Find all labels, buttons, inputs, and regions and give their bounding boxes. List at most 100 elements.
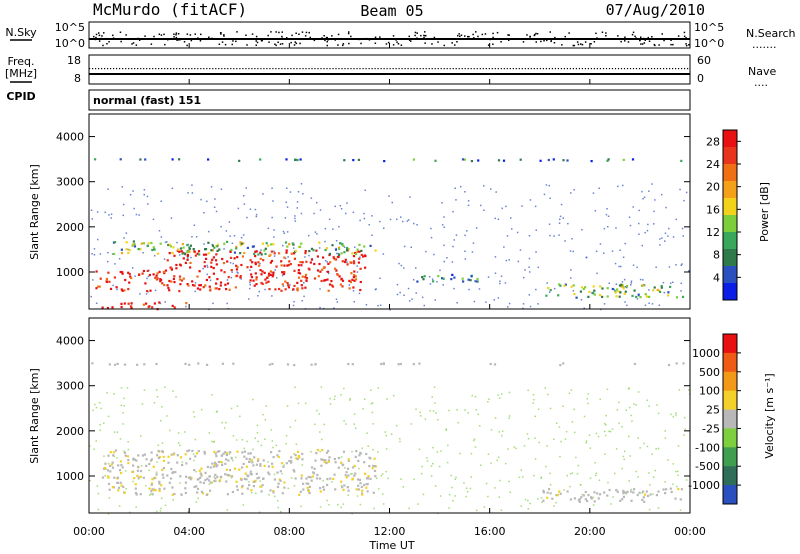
noise-search-point: [286, 37, 288, 39]
nave-point: [617, 68, 620, 70]
heatmap-cell: [377, 387, 380, 389]
heatmap-cell: [117, 464, 120, 467]
noise-search-point: [374, 42, 377, 44]
nave-point: [290, 68, 292, 70]
heatmap-cell: [455, 234, 458, 236]
heatmap-cell: [260, 444, 263, 447]
noise-search-point: [653, 43, 656, 46]
heatmap-cell: [240, 263, 243, 267]
heatmap-cell: [150, 451, 153, 454]
heatmap-cell: [127, 288, 130, 291]
heatmap-cell: [206, 266, 209, 268]
noise-search-point: [572, 44, 574, 47]
heatmap-cell: [653, 210, 655, 213]
heatmap-cell: [253, 284, 256, 287]
heatmap-cell: [305, 260, 308, 263]
heatmap-cell: [351, 363, 354, 366]
heatmap-cell: [153, 302, 156, 305]
heatmap-cell: [357, 488, 360, 491]
heatmap-cell: [255, 472, 258, 475]
noise-search-point: [331, 35, 333, 37]
noise-search-point: [337, 44, 339, 46]
heatmap-cell: [373, 457, 376, 460]
heatmap-cell: [573, 189, 575, 191]
heatmap-cell: [262, 459, 265, 462]
heatmap-cell: [476, 509, 478, 512]
heatmap-cell: [194, 282, 197, 284]
noise-search-point: [144, 35, 146, 37]
heatmap-cell: [400, 216, 402, 218]
heatmap-cell: [207, 241, 210, 244]
heatmap-cell: [272, 273, 275, 276]
heatmap-cell: [316, 477, 319, 480]
heatmap-cell: [202, 253, 206, 256]
heatmap-cell: [642, 490, 645, 493]
heatmap-cell: [655, 448, 657, 450]
heatmap-cell: [130, 302, 133, 305]
nave-point: [158, 68, 160, 70]
heatmap-cell: [123, 363, 127, 366]
noise-search-point: [255, 35, 258, 38]
nave-point: [131, 68, 133, 70]
heatmap-cell: [243, 203, 246, 205]
heatmap-cell: [359, 451, 362, 455]
heatmap-cell: [446, 461, 449, 464]
heatmap-cell: [132, 190, 134, 192]
heatmap-cell: [124, 454, 127, 457]
nave-point: [107, 68, 109, 70]
nave-point: [314, 68, 316, 70]
nave-point: [125, 68, 127, 70]
heatmap-cell: [446, 257, 448, 259]
heatmap-cell: [300, 505, 302, 508]
heatmap-cell: [280, 510, 282, 513]
heatmap-cell: [683, 416, 686, 419]
heatmap-cell: [570, 285, 573, 288]
heatmap-cell: [675, 264, 677, 266]
heatmap-cell: [120, 404, 123, 407]
nave-point: [494, 68, 496, 70]
x-tick-label: 00:00: [674, 525, 706, 538]
heatmap-cell: [658, 304, 661, 306]
heatmap-cell: [520, 505, 522, 507]
heatmap-cell: [568, 392, 571, 394]
heatmap-cell: [240, 486, 244, 489]
heatmap-cell: [620, 265, 622, 268]
heatmap-cell: [611, 428, 614, 430]
nave-point: [206, 68, 208, 70]
heatmap-cell: [549, 492, 552, 495]
heatmap-cell: [107, 462, 110, 465]
noise-search-point: [408, 39, 411, 41]
heatmap-cell: [501, 393, 503, 395]
heatmap-cell: [400, 264, 403, 267]
heatmap-cell: [322, 485, 325, 489]
noise-search-point: [326, 40, 328, 43]
heatmap-cell: [454, 187, 456, 189]
heatmap-cell: [197, 362, 200, 365]
colorbar-swatch: [723, 232, 737, 250]
heatmap-cell: [616, 409, 619, 411]
heatmap-cell: [239, 252, 242, 255]
heatmap-cell: [97, 492, 100, 495]
heatmap-cell: [138, 214, 140, 216]
heatmap-cell: [188, 363, 191, 366]
heatmap-cell: [364, 472, 367, 475]
heatmap-cell: [672, 463, 674, 465]
heatmap-cell: [255, 250, 258, 253]
heatmap-cell: [566, 490, 569, 493]
heatmap-cell: [145, 464, 148, 467]
heatmap-cell: [587, 402, 589, 405]
nave-point: [566, 68, 568, 70]
heatmap-cell: [604, 453, 606, 455]
heatmap-cell: [226, 302, 228, 305]
heatmap-cell: [388, 195, 390, 197]
heatmap-cell: [153, 477, 156, 480]
heatmap-cell: [483, 506, 486, 508]
heatmap-cell: [426, 457, 428, 459]
noise-search-point: [554, 36, 556, 39]
heatmap-cell: [590, 496, 593, 499]
heatmap-cell: [359, 288, 362, 292]
heatmap-cell: [397, 363, 400, 366]
heatmap-cell: [252, 464, 255, 467]
heatmap-cell: [595, 472, 598, 474]
heatmap-cell: [246, 266, 249, 269]
